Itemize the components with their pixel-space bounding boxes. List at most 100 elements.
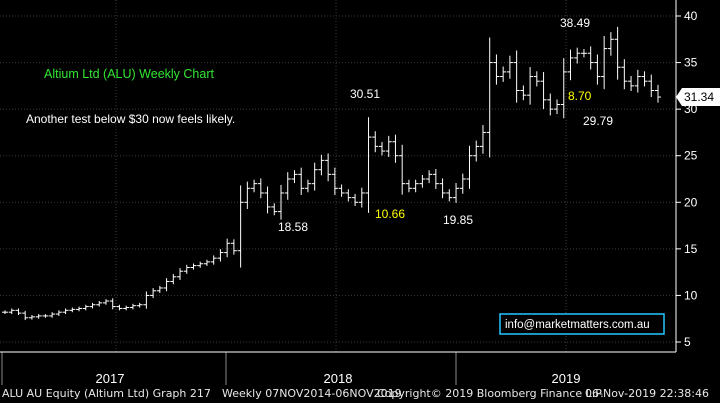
ohlc-bar [352, 193, 359, 207]
ohlc-bar [217, 249, 224, 262]
ohlc-bar [473, 140, 480, 162]
ohlc-bar [453, 183, 460, 203]
ohlc-bar [2, 310, 8, 315]
y-tick-label: 35 [684, 56, 698, 70]
ohlc-bar [264, 186, 271, 214]
ohlc-bar [365, 117, 372, 213]
ohlc-bar [210, 255, 217, 265]
ohlc-bar [116, 304, 123, 311]
ohlc-bar [426, 170, 433, 184]
ohlc-bar [15, 308, 22, 315]
x-tick-label: 2018 [324, 371, 353, 386]
ohlc-bar [123, 305, 130, 311]
ohlc-bar [89, 302, 96, 309]
ohlc-bar [412, 179, 419, 193]
footer-timestamp: 06-Nov-2019 22:38:46 [585, 387, 710, 400]
ohlc-bar [479, 125, 486, 154]
ohlc-bar [506, 55, 513, 79]
ohlc-bar [513, 50, 520, 103]
ohlc-bar [634, 69, 641, 93]
annotation-low-2019: 29.79 [583, 114, 613, 128]
ohlc-bar [641, 71, 648, 87]
last-price-label: 31.34 [684, 90, 714, 104]
annotation-low-2018: 19.85 [443, 213, 473, 227]
ohlc-bar [304, 179, 311, 193]
ohlc-bar [439, 178, 446, 199]
ohlc-bar [466, 145, 473, 189]
ohlc-bar [614, 26, 621, 80]
ohlc-bar [271, 203, 278, 216]
footer-ticker: ALU AU Equity (Altium Ltd) Graph 217 [2, 387, 211, 400]
footer-copyright: Copyright© 2019 Bloomberg Finance L.P. [377, 387, 604, 400]
ohlc-bar [49, 312, 56, 318]
y-tick-label: 20 [684, 195, 698, 209]
ohlc-bar [237, 185, 244, 268]
price-bars [2, 26, 661, 321]
y-tick-label: 25 [684, 149, 698, 163]
ohlc-bar [244, 181, 251, 209]
ohlc-bar [298, 167, 305, 196]
ohlc-bar [311, 162, 318, 191]
ohlc-bar [399, 144, 406, 195]
ohlc-bar [170, 274, 177, 285]
ohlc-bar [143, 291, 150, 309]
ohlc-bar [338, 184, 345, 197]
ohlc-bar [42, 314, 49, 318]
ohlc-bar [560, 58, 567, 119]
annotation-drop-2018: 10.66 [375, 207, 405, 221]
ohlc-bar [345, 189, 352, 202]
ohlc-bar [156, 285, 163, 293]
ohlc-bar [594, 54, 601, 85]
ohlc-bar [96, 301, 103, 307]
email-box[interactable]: info@marketmatters.com.au [499, 313, 665, 335]
ohlc-bar [607, 32, 614, 56]
ohlc-bar [392, 134, 399, 163]
x-tick-label: 2017 [96, 371, 125, 386]
annotation-high-2019: 38.49 [560, 16, 590, 30]
ohlc-bar [291, 170, 298, 184]
y-tick-label: 40 [684, 9, 698, 23]
ohlc-bar [190, 263, 197, 270]
ohlc-bar [82, 304, 89, 311]
ohlc-bar [150, 288, 157, 299]
ohlc-bar [102, 299, 109, 305]
ohlc-bar [587, 46, 594, 70]
ohlc-bar [547, 93, 554, 116]
ohlc-bar [493, 54, 500, 85]
ohlc-bar [197, 261, 204, 268]
ohlc-bar [378, 142, 385, 156]
x-tick-label: 2019 [552, 371, 581, 386]
ohlc-bar [177, 268, 184, 280]
ohlc-bar [129, 303, 136, 310]
ohlc-bar [183, 264, 190, 274]
y-tick-label: 5 [684, 335, 691, 349]
ohlc-bar [580, 49, 587, 58]
ohlc-bar [500, 66, 507, 82]
ohlc-bar [385, 135, 392, 157]
footer-bar: ALU AU Equity (Altium Ltd) Graph 217 Wee… [0, 385, 720, 403]
ohlc-bar [203, 259, 210, 266]
ohlc-bar [486, 37, 493, 158]
ohlc-bar [331, 167, 338, 196]
ohlc-bar [540, 72, 547, 110]
ohlc-bar [554, 99, 561, 115]
y-tick-label: 10 [684, 288, 698, 302]
ohlc-bar [574, 47, 581, 64]
ohlc-bar [628, 76, 635, 92]
annotation-low-2017: 18.58 [278, 220, 308, 234]
ohlc-bar [257, 178, 264, 199]
ohlc-bar [372, 131, 379, 153]
ohlc-bar [459, 173, 466, 194]
ohlc-bar [278, 184, 285, 220]
ohlc-bar [284, 172, 291, 200]
ohlc-bar [163, 278, 170, 292]
ohlc-bar [325, 153, 332, 182]
chart-title: Altium Ltd (ALU) Weekly Chart [44, 67, 214, 81]
x-axis-ticks: 2017 2018 2019 [96, 371, 581, 386]
ohlc-bar [655, 84, 661, 103]
ohlc-bar [533, 71, 540, 87]
last-price-tag: 31.34 [676, 88, 720, 106]
ohlc-bar [601, 35, 608, 90]
ohlc-bar [230, 239, 237, 255]
